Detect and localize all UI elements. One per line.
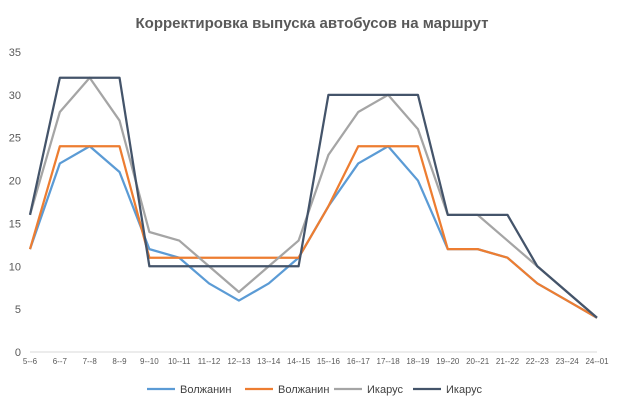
y-tick-label: 15	[9, 218, 21, 230]
x-tick-label: 7--8	[83, 357, 98, 366]
y-tick-label: 0	[15, 347, 21, 359]
x-tick-label: 8--9	[112, 357, 127, 366]
x-tick-label: 16--17	[347, 357, 371, 366]
series-line-2	[28, 145, 598, 319]
x-tick-label: 21--22	[496, 357, 520, 366]
axes: 0 5 10 15 20 25 30 35 5--6 6--7 7--8 8--9 9--10 10--1…	[9, 47, 609, 366]
series-line-3	[28, 76, 598, 319]
x-tick-label: 17--18	[377, 357, 401, 366]
legend-label: Икарус	[367, 384, 403, 396]
y-tick-label: 30	[9, 90, 21, 102]
y-tick-label: 20	[9, 176, 21, 188]
y-tick-label: 25	[9, 133, 21, 145]
y-tick-label: 10	[9, 261, 21, 273]
legend: Волжанин Волжанин Икарус Икарус	[147, 384, 482, 396]
x-tick-label: 23--24	[556, 357, 580, 366]
chart-title: Корректировка выпуска автобусов на маршр…	[136, 15, 489, 32]
x-tick-label: 20--21	[466, 357, 490, 366]
y-tick-label: 35	[9, 47, 21, 59]
series-line-4	[28, 76, 598, 319]
x-tick-label: 12--13	[227, 357, 251, 366]
legend-label: Волжанин	[180, 384, 231, 396]
x-tick-label: 10--11	[168, 357, 191, 366]
x-tick-label: 19--20	[436, 357, 460, 366]
x-tick-label: 9--10	[140, 357, 159, 366]
x-tick-label: 6--7	[53, 357, 68, 366]
x-tick-label: 14--15	[287, 357, 311, 366]
x-tick-label: 5--6	[23, 357, 38, 366]
legend-label: Волжанин	[278, 384, 329, 396]
x-tick-label: 24--01	[585, 357, 609, 366]
x-tick-label: 11--12	[198, 357, 221, 366]
x-tick-label: 18--19	[406, 357, 430, 366]
x-tick-label: 13--14	[257, 357, 281, 366]
series-lines	[28, 76, 598, 319]
legend-label: Икарус	[446, 384, 482, 396]
y-tick-label: 5	[15, 304, 21, 316]
x-tick-label: 22--23	[526, 357, 550, 366]
x-tick-label: 15--16	[317, 357, 341, 366]
